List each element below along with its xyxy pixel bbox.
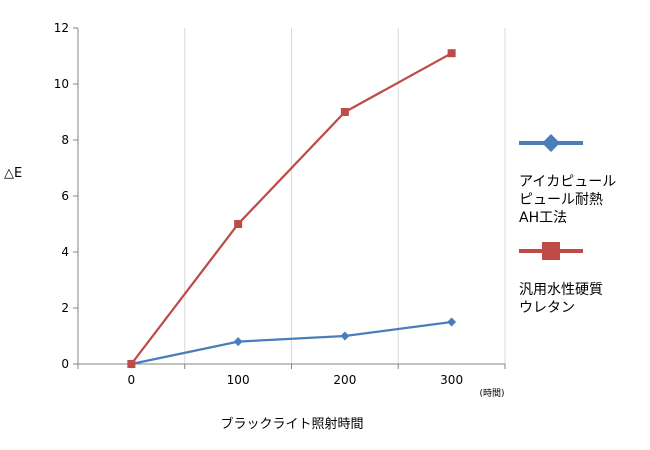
legend-marker-square (542, 242, 560, 260)
data-point (447, 317, 457, 327)
legend-label: ピュール耐熱 (519, 192, 603, 208)
y-tick-label: 12 (54, 21, 69, 35)
series-line-1 (131, 320, 452, 366)
data-point (234, 220, 243, 228)
y-tick-labels: 0 2 4 6 8 10 12 (54, 21, 78, 371)
x-axis-title: ブラックライト照射時間 (220, 416, 363, 432)
data-point (233, 337, 243, 347)
series-line-2 (130, 52, 453, 365)
y-tick-label: 6 (61, 189, 69, 203)
y-tick-label: 2 (61, 301, 69, 315)
x-tick-label: 0 (128, 373, 136, 387)
legend-label: AH工法 (519, 210, 567, 226)
x-tick-label: 200 (333, 373, 356, 387)
legend-label: ウレタン (519, 300, 575, 316)
grid-lines (184, 28, 506, 364)
y-axis-title: △E (4, 166, 22, 181)
legend-label: 汎用水性硬質 (519, 282, 603, 298)
legend-label: アイカピュール (519, 174, 616, 190)
data-point (447, 49, 456, 58)
x-axis-unit: (時間) (479, 388, 504, 399)
legend-marker-diamond (542, 134, 560, 152)
x-tick-label: 100 (227, 373, 250, 387)
data-point (340, 331, 350, 341)
data-point (340, 108, 349, 116)
x-tick-label: 300 (440, 373, 463, 387)
x-tick-labels: 0 100 200 300 (77, 364, 506, 387)
y-tick-label: 8 (61, 133, 69, 147)
series-group (126, 49, 457, 369)
y-tick-label: 0 (61, 357, 69, 371)
y-tick-label: 10 (54, 77, 69, 91)
y-tick-label: 4 (61, 245, 69, 259)
data-point (127, 360, 136, 368)
